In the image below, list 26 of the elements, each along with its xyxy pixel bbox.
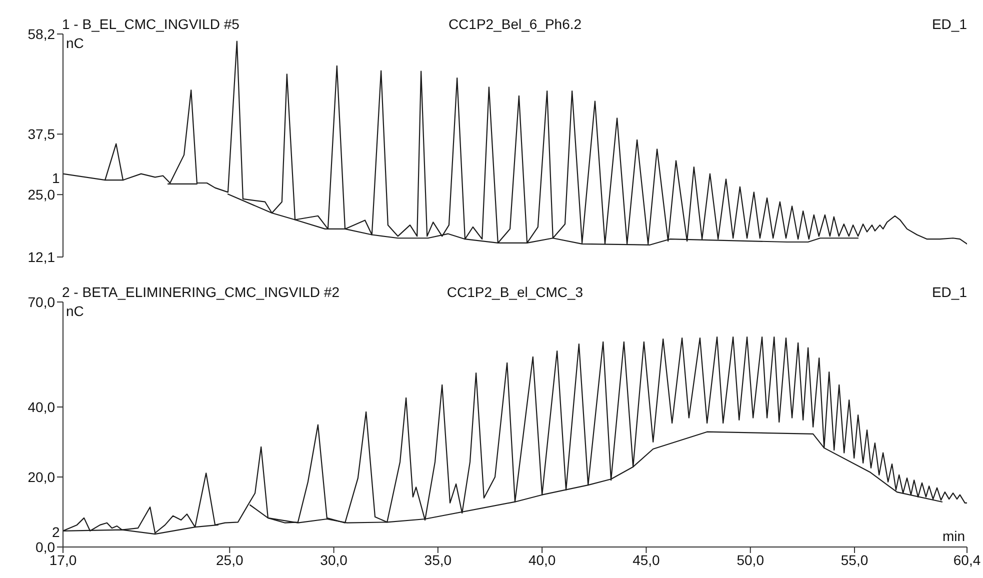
chart-title: 2 - BETA_ELIMINERING_CMC_INGVILD #2: [62, 284, 340, 300]
y-tick-label: 25,0: [28, 186, 56, 203]
text: 2: [52, 524, 60, 540]
chart-subtitle: CC1P2_B_el_CMC_3: [446, 284, 584, 300]
chart-title: 1 - B_EL_CMC_INGVILD #5: [62, 16, 240, 32]
text: ED_1: [932, 284, 967, 300]
y-tick-label: 40,0: [28, 398, 56, 415]
x-axis-title: min: [942, 528, 965, 544]
x-tick-label: 40,0: [528, 552, 556, 568]
x-tick-label: 50,0: [736, 552, 764, 568]
x-tick-label: 35,0: [424, 552, 452, 568]
text: ED_1: [932, 16, 967, 32]
y-tick-label: 70,0: [28, 294, 56, 310]
y-tick-label: 58,2: [28, 26, 56, 42]
y-axis-title: nC: [66, 303, 84, 319]
x-tick-label: 30,0: [320, 552, 348, 568]
chart-subtitle: CC1P2_Bel_6_Ph6.2: [448, 16, 582, 32]
y-tick-label: 37,5: [28, 126, 56, 142]
text: 1: [52, 170, 60, 186]
x-tick-label: 60,4: [953, 552, 981, 568]
x-tick-label: 55,0: [840, 552, 868, 568]
y-tick-label: 12,1: [28, 248, 56, 265]
y-axis-title: nC: [66, 35, 84, 51]
x-tick-label: 25,0: [216, 552, 244, 568]
x-tick-label: 45,0: [632, 552, 660, 568]
y-tick-label: 20,0: [28, 468, 56, 485]
